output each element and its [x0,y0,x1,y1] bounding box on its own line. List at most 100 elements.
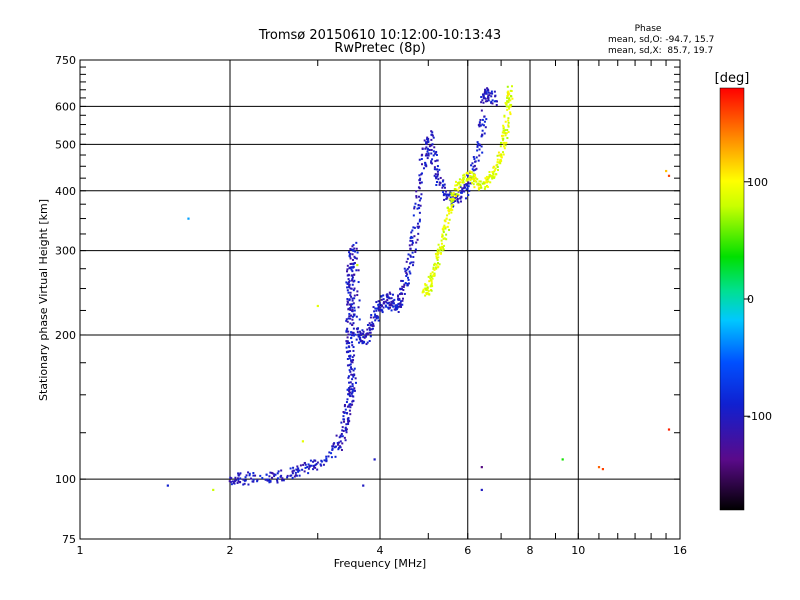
data-point [345,281,348,284]
data-point [345,346,348,349]
data-point [347,375,350,378]
data-point [394,304,397,307]
data-point [398,302,401,305]
data-point [418,195,421,198]
data-point [381,304,384,307]
data-point [441,234,444,237]
data-point [415,196,418,199]
data-point [410,261,413,264]
data-point [356,263,359,267]
data-point [437,265,440,268]
data-point [440,239,443,242]
data-point [502,137,505,140]
data-point [377,303,380,306]
data-point [352,331,355,334]
data-point [461,179,464,182]
data-point [438,168,441,171]
data-point [352,289,355,292]
data-point [418,220,421,223]
data-point [266,479,269,482]
colorbar-ticks: 100 0 -100 [744,176,772,423]
data-point [356,331,359,334]
data-point [347,282,350,285]
data-point [261,477,264,480]
data-point [420,154,423,157]
data-point [491,99,494,102]
data-point [362,330,365,333]
data-point [398,293,401,296]
data-point [351,383,354,386]
data-point [476,183,479,186]
data-point [457,190,460,193]
data-point [461,181,464,184]
data-point [509,99,512,102]
data-point [461,188,464,191]
data-point [448,212,451,215]
data-point [420,181,423,184]
data-point [330,452,333,455]
data-point [478,148,481,151]
data-point [382,298,385,301]
phase-info-o-line: mean, sd,O: -94.7, 15.7 [608,35,714,45]
data-point [350,331,353,334]
data-point [453,193,456,196]
data-point [242,483,245,486]
data-point [442,228,445,231]
data-points [166,85,671,492]
data-point [382,301,385,304]
data-point [510,103,513,106]
data-point [354,256,357,259]
data-point [366,324,369,327]
data-point [499,145,502,148]
data-point [491,170,494,173]
data-point [431,285,434,288]
data-point [389,303,392,306]
data-point [485,175,488,178]
data-point [351,356,354,359]
data-point [439,182,442,185]
data-point [351,276,354,279]
data-point [442,191,445,194]
data-point [393,298,396,301]
data-point [348,267,351,270]
data-point [418,187,421,190]
data-point [434,252,437,255]
data-point [502,129,505,132]
data-point [461,187,464,190]
data-point [491,174,494,177]
data-point [667,428,671,431]
data-point [406,284,409,287]
data-point [487,180,490,183]
data-point [308,464,311,467]
data-point [470,164,473,167]
data-point [433,166,436,169]
data-point [453,188,456,191]
data-point [353,314,356,317]
data-point [349,247,352,250]
data-point [347,419,350,422]
data-point [467,182,470,185]
data-point [471,162,474,165]
data-point [307,463,310,466]
data-point [408,270,411,273]
data-point [353,297,356,300]
data-point [386,296,389,299]
data-point [345,428,348,431]
data-point [418,225,421,228]
data-point [301,468,304,471]
data-point [348,341,351,344]
data-point [357,281,360,284]
data-point [416,207,419,210]
data-point [435,255,438,258]
data-point [356,251,359,254]
x-tick-label: 8 [527,544,534,557]
colorbar-tick-label: 0 [747,293,754,306]
data-point [425,146,428,149]
data-point [372,316,375,319]
data-point [447,209,450,212]
data-point [378,302,381,305]
data-point [487,97,490,100]
data-point [297,467,300,470]
data-point [509,105,512,108]
data-point [347,278,350,281]
